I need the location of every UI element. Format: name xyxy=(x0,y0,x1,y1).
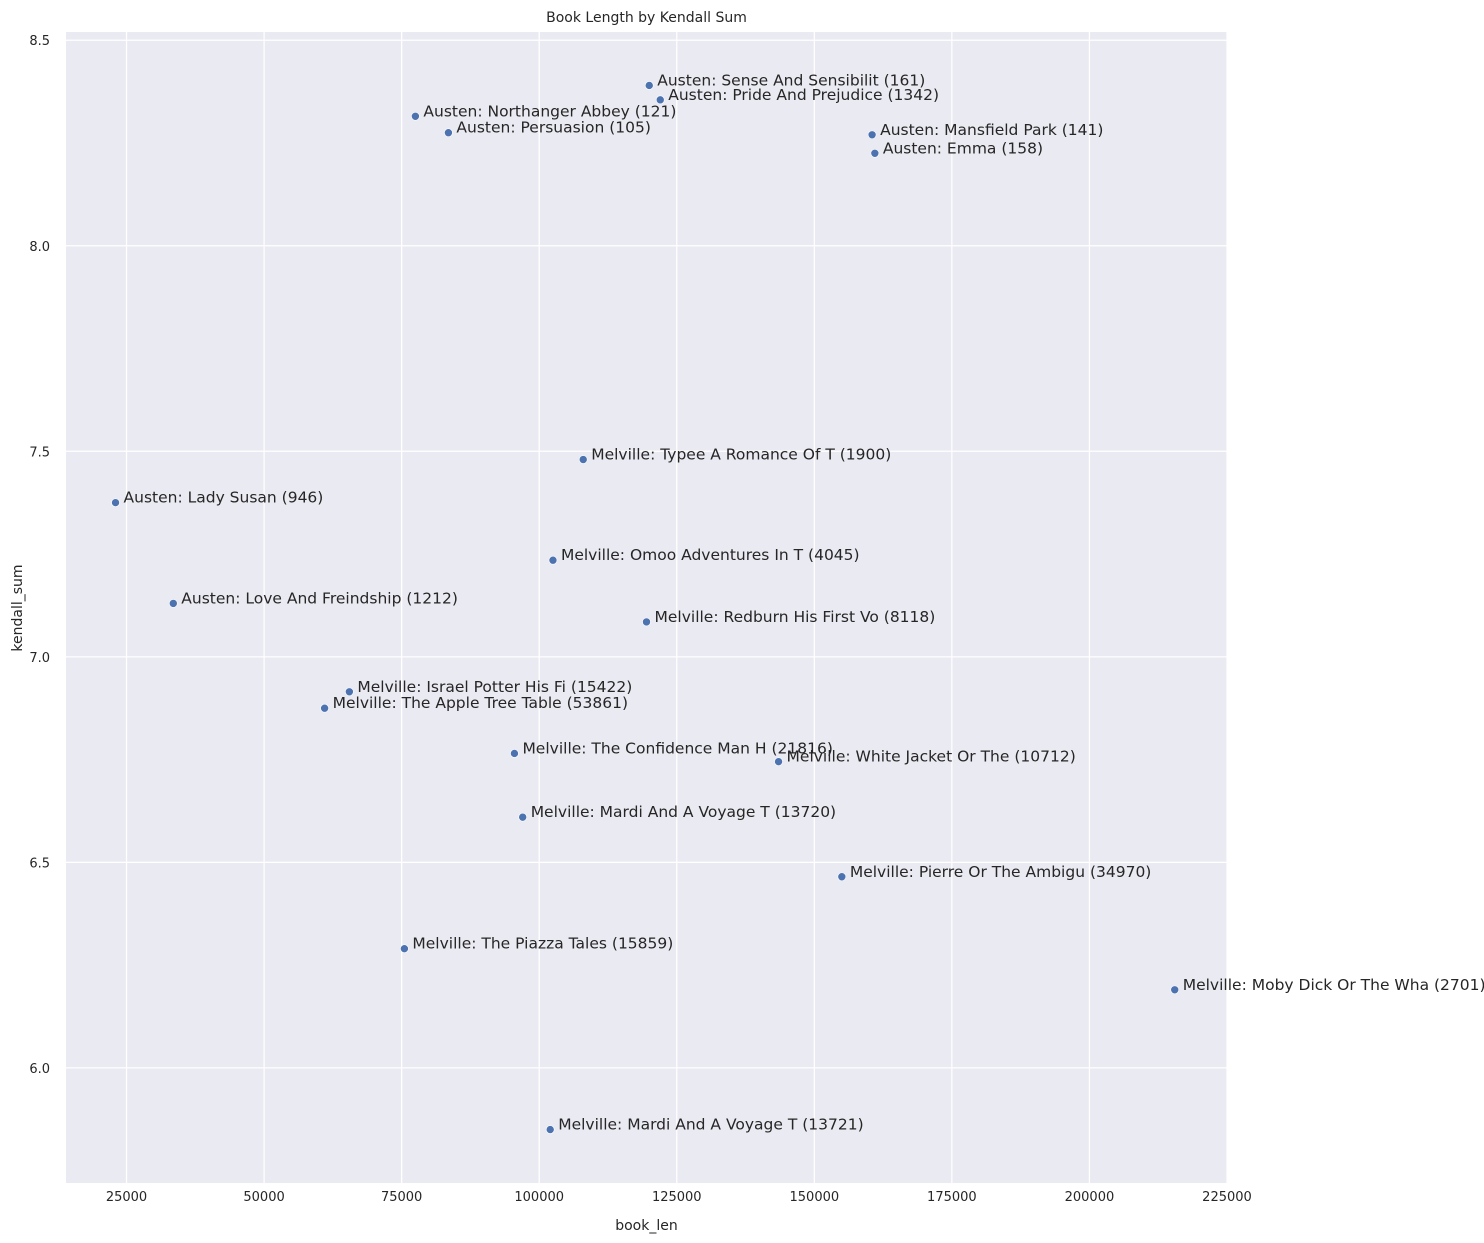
data-label: Austen: Emma (158) xyxy=(883,139,1043,157)
y-tick-label: 8.0 xyxy=(29,240,50,255)
data-point xyxy=(168,599,178,608)
x-axis-label: book_len xyxy=(615,1218,678,1234)
y-tick-label: 8.5 xyxy=(29,34,50,49)
x-tick-label: 150000 xyxy=(790,1190,840,1205)
data-label: Melville: Mardi And A Voyage T (13721) xyxy=(558,1116,863,1134)
data-label: Melville: Moby Dick Or The Wha (2701) xyxy=(1183,976,1484,994)
data-point xyxy=(870,148,880,158)
data-point xyxy=(644,81,654,90)
data-point xyxy=(411,111,420,121)
data-label: Austen: Persuasion (105) xyxy=(456,119,650,137)
axis-ticks: 25000 50000 75000 100000 125000 150000 175000 2… xyxy=(29,34,1252,1205)
y-tick-label: 7.5 xyxy=(29,445,50,460)
data-label: Melville: The Piazza Tales (15859) xyxy=(412,935,673,953)
data-label: Melville: The Apple Tree Table (53861) xyxy=(333,694,628,712)
data-label: Austen: Pride And Prejudice (1342) xyxy=(668,86,939,104)
data-point xyxy=(545,1125,555,1134)
data-point xyxy=(1170,985,1180,995)
x-tick-label: 75000 xyxy=(381,1190,422,1205)
data-point xyxy=(444,128,453,138)
x-tick-label: 225000 xyxy=(1202,1190,1252,1205)
y-axis-label: kendall_sum xyxy=(10,564,26,651)
data-label: Austen: Love And Freindship (1212) xyxy=(181,589,458,607)
data-label: Melville: Israel Potter His Fi (15422) xyxy=(357,678,632,696)
data-label: Melville: Omoo Adventures In T (4045) xyxy=(561,546,860,564)
data-point xyxy=(774,757,783,766)
y-tick-label: 6.5 xyxy=(29,856,50,871)
x-tick-label: 175000 xyxy=(927,1190,977,1205)
data-point xyxy=(111,498,120,507)
data-label: Melville: Mardi And A Voyage T (13720) xyxy=(531,803,836,821)
data-point xyxy=(518,812,527,822)
data-point xyxy=(510,749,519,758)
data-label: Austen: Sense And Sensibilit (161) xyxy=(657,71,925,89)
data-point xyxy=(642,617,651,627)
data-point xyxy=(345,687,354,697)
data-point xyxy=(655,95,665,105)
y-tick-label: 7.0 xyxy=(29,651,50,666)
data-point xyxy=(837,872,847,882)
data-point xyxy=(867,130,877,140)
data-label: Austen: Mansfield Park (141) xyxy=(880,121,1103,139)
data-points xyxy=(111,81,1180,1134)
y-tick-label: 6.0 xyxy=(29,1062,50,1077)
data-label: Melville: Pierre Or The Ambigu (34970) xyxy=(850,863,1152,881)
x-tick-label: 100000 xyxy=(514,1190,564,1205)
data-label: Melville: The Confidence Man H (21816) xyxy=(522,739,832,757)
point-labels: Austen: Sense And Sensibilit (161)Austen… xyxy=(124,71,1484,1133)
grid-lines xyxy=(66,32,1228,1183)
data-point xyxy=(548,555,558,565)
x-tick-label: 200000 xyxy=(1065,1190,1115,1205)
data-label: Austen: Lady Susan (946) xyxy=(124,489,324,507)
chart-title: Book Length by Kendall Sum xyxy=(546,10,747,26)
data-label: Melville: Redburn His First Vo (8118) xyxy=(655,608,936,626)
data-point xyxy=(400,944,409,953)
data-label: Melville: White Jacket Or The (10712) xyxy=(787,748,1076,766)
x-tick-label: 25000 xyxy=(106,1190,147,1205)
x-tick-label: 50000 xyxy=(243,1190,284,1205)
data-label: Melville: Typee A Romance Of T (1900) xyxy=(591,446,891,464)
data-point xyxy=(320,703,329,713)
data-point xyxy=(578,455,588,464)
x-tick-label: 125000 xyxy=(652,1190,702,1205)
plot-area xyxy=(66,32,1227,1183)
data-label: Austen: Northanger Abbey (121) xyxy=(423,102,676,120)
